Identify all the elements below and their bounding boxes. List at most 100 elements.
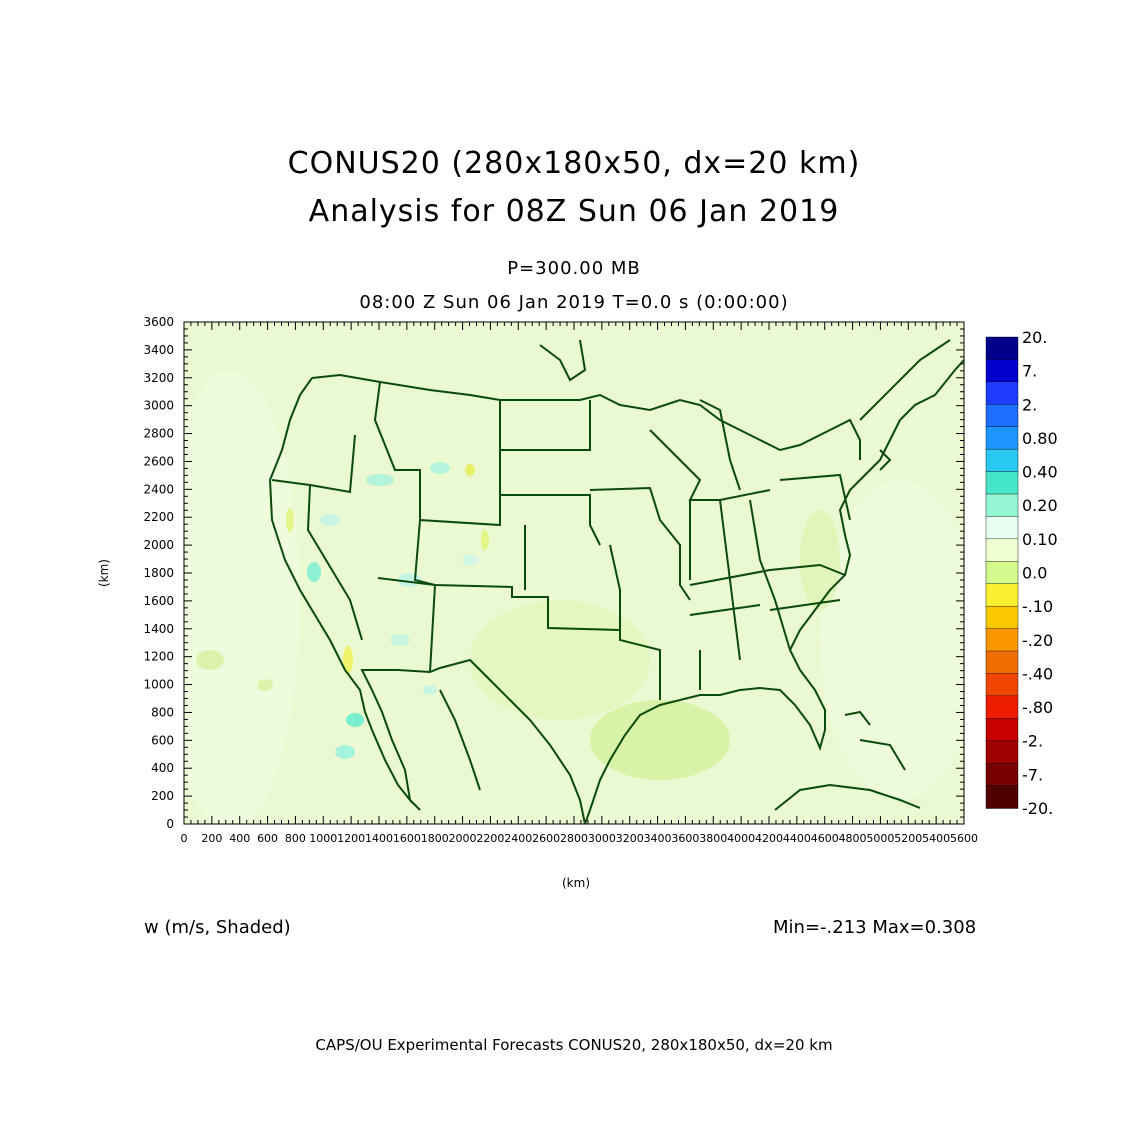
colorbar-swatch	[985, 695, 1019, 719]
colorbar-label: 0.0	[1022, 564, 1047, 583]
colorbar-swatch	[985, 538, 1019, 562]
y-tick-label: 2000	[143, 538, 174, 552]
x-tick-label: 1000	[309, 832, 337, 845]
x-tick-label: 5600	[950, 832, 978, 845]
x-tick-label: 2800	[560, 832, 588, 845]
colorbar-label: -2.	[1022, 732, 1043, 751]
colorbar-swatch	[985, 493, 1019, 518]
x-tick-label: 3400	[644, 832, 672, 845]
colorbar-swatch	[985, 650, 1019, 675]
colorbar-label: 0.20	[1022, 496, 1058, 515]
x-tick-label: 3600	[671, 832, 699, 845]
colorbar-swatch	[985, 583, 1019, 607]
pressure-level: P=300.00 MB	[507, 258, 641, 279]
colorbar-swatch	[985, 426, 1019, 450]
x-tick-label: 4000	[727, 832, 755, 845]
colorbar-swatch	[985, 785, 1019, 809]
x-tick-label: 2000	[449, 832, 477, 845]
title-line-1: CONUS20 (280x180x50, dx=20 km)	[287, 146, 861, 181]
y-tick-label: 1000	[143, 678, 174, 692]
x-tick-label: 800	[285, 832, 306, 845]
colorbar-swatch	[985, 471, 1019, 495]
colorbar-swatch	[985, 605, 1019, 630]
y-tick-label: 3400	[143, 343, 174, 357]
variable-label: w (m/s, Shaded)	[144, 917, 291, 938]
x-tick-label: 4600	[811, 832, 839, 845]
x-axis-label: (km)	[562, 876, 591, 890]
y-tick-label: 600	[151, 733, 174, 747]
colorbar: 20. 7. 2. 0.80 0.40 0.20 0.10 0.0 -.10 -.20 -.40 -.…	[985, 328, 1058, 818]
canada-border	[311, 373, 861, 460]
gulf-negative-area	[590, 700, 730, 780]
colorbar-swatch	[985, 561, 1019, 585]
colorbar-swatch	[985, 628, 1019, 652]
y-tick-label: 0	[166, 817, 174, 831]
colorbar-label: 2.	[1022, 395, 1037, 414]
colorbar-swatch	[985, 381, 1019, 405]
x-tick-label: 3800	[699, 832, 727, 845]
min-max-label: Min=-.213 Max=0.308	[773, 917, 977, 938]
x-tick-label: 5400	[922, 832, 950, 845]
x-tick-label: 2200	[476, 832, 504, 845]
colorbar-label: -.10	[1022, 597, 1053, 616]
x-tick-label: 400	[229, 832, 250, 845]
x-tick-label: 600	[257, 832, 278, 845]
us-coastline	[268, 359, 964, 824]
y-tick-label: 2400	[143, 482, 174, 496]
colorbar-label: -.20	[1022, 631, 1053, 650]
y-tick-label: 400	[151, 761, 174, 775]
y-tick-label: 2600	[143, 454, 174, 468]
y-axis-ticks: 0 200 400 600 800 1000 1200 1400 1600 1800 2000 220…	[143, 315, 964, 831]
y-tick-label: 1800	[143, 566, 174, 580]
x-tick-label: 2400	[504, 832, 532, 845]
colorbar-label: 0.40	[1022, 463, 1058, 482]
y-tick-label: 1200	[143, 650, 174, 664]
colorbar-swatch	[985, 359, 1019, 383]
colorbar-label: 7.	[1022, 362, 1037, 381]
x-tick-label: 5200	[894, 832, 922, 845]
colorbar-label: 0.10	[1022, 530, 1058, 549]
y-tick-label: 2800	[143, 427, 174, 441]
colorbar-label: -.40	[1022, 664, 1053, 683]
y-tick-label: 200	[151, 789, 174, 803]
footer-text: CAPS/OU Experimental Forecasts CONUS20, …	[315, 1036, 833, 1054]
x-tick-label: 200	[201, 832, 222, 845]
colorbar-label: -7.	[1022, 765, 1043, 784]
y-tick-label: 3600	[143, 315, 174, 329]
map-boundaries	[268, 339, 964, 824]
x-tick-label: 1200	[337, 832, 365, 845]
colorbar-label: 0.80	[1022, 429, 1058, 448]
x-tick-label: 3200	[616, 832, 644, 845]
colorbar-swatch	[985, 673, 1019, 697]
colorbar-swatch	[985, 762, 1019, 787]
x-tick-label: 4800	[839, 832, 867, 845]
colorbar-label: -.80	[1022, 698, 1053, 717]
x-tick-label: 1600	[393, 832, 421, 845]
x-tick-label: 1400	[365, 832, 393, 845]
y-tick-label: 3200	[143, 371, 174, 385]
valid-time: 08:00 Z Sun 06 Jan 2019 T=0.0 s (0:00:00…	[359, 292, 789, 313]
x-tick-label: 5000	[866, 832, 894, 845]
colorbar-swatch	[985, 516, 1019, 540]
x-tick-label: 4200	[755, 832, 783, 845]
colorbar-swatch	[985, 718, 1019, 742]
x-tick-label: 0	[181, 832, 188, 845]
colorbar-swatch	[985, 740, 1019, 764]
y-axis-label: (km)	[97, 558, 112, 588]
y-tick-label: 1400	[143, 622, 174, 636]
colorbar-swatch	[985, 336, 1019, 361]
y-tick-label: 2200	[143, 510, 174, 524]
colorbar-swatch	[985, 404, 1019, 428]
colorbar-label: 20.	[1022, 328, 1047, 347]
x-tick-label: 3000	[588, 832, 616, 845]
y-tick-label: 1600	[143, 594, 174, 608]
x-tick-label: 1800	[421, 832, 449, 845]
x-tick-label: 2600	[532, 832, 560, 845]
y-tick-label: 3000	[143, 399, 174, 413]
x-axis-ticks: 0 200 400 600 800 1000 1200 1400 1600 1800 2000 220…	[181, 322, 978, 845]
title-line-2: Analysis for 08Z Sun 06 Jan 2019	[308, 194, 840, 229]
y-tick-label: 800	[151, 705, 174, 719]
colorbar-swatch	[985, 448, 1019, 473]
x-tick-label: 4400	[783, 832, 811, 845]
